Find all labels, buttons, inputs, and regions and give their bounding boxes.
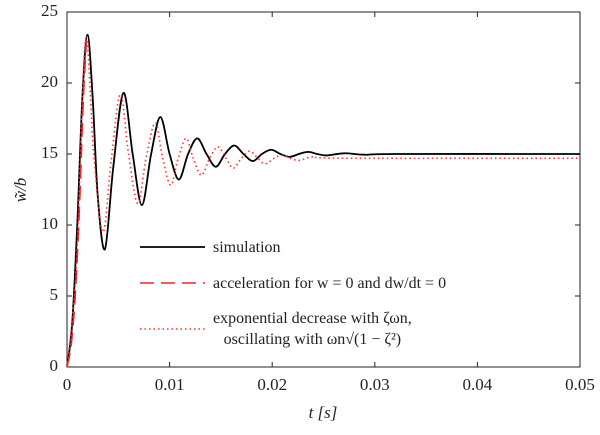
x-tick-label: 0.04 — [463, 375, 493, 394]
plot-frame — [66, 11, 581, 368]
legend-label: simulation — [213, 238, 281, 256]
series-line — [66, 37, 581, 368]
series-line — [66, 33, 581, 368]
x-tick-label: 0.03 — [360, 375, 390, 394]
y-tick-label: 25 — [41, 1, 58, 20]
x-axis-label: t [s] — [309, 403, 338, 422]
legend-label: acceleration for w = 0 and dw/dt = 0 — [213, 274, 447, 292]
y-tick-label: 15 — [41, 143, 58, 162]
y-tick-label: 0 — [50, 356, 59, 375]
x-tick-label: 0.01 — [155, 375, 185, 394]
legend-label: exponential decrease with ζωn, oscillati… — [213, 310, 412, 348]
y-axis-label: w̃/b — [11, 178, 30, 203]
x-tick-label: 0 — [63, 375, 72, 394]
x-tick-label: 0.02 — [257, 375, 287, 394]
series-line — [66, 40, 88, 368]
y-tick-label: 10 — [41, 214, 58, 233]
y-tick-label: 5 — [50, 285, 59, 304]
x-tick-label: 0.05 — [565, 375, 595, 394]
y-tick-label: 20 — [41, 72, 58, 91]
